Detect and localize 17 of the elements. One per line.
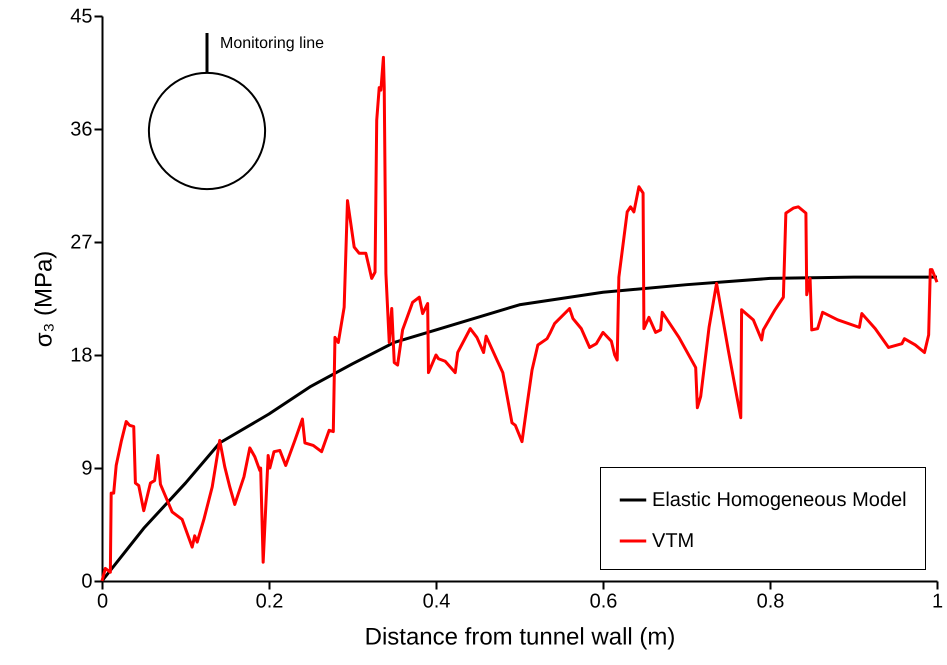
x-tick-label: 1 [932,590,944,612]
x-tick-label: 0 [96,590,108,612]
x-tick-label: 0.6 [590,590,618,612]
legend-label: Elastic Homogeneous Model [652,489,907,511]
y-tick-label: 0 [81,570,92,592]
annotation: Monitoring line [220,35,324,52]
y-tick-label: 18 [70,344,92,366]
y-tick-label: 36 [70,118,92,140]
legend-label: VTM [652,530,694,552]
y-axis-title: σ₃ (MPa) [30,250,58,348]
x-axis-title: Distance from tunnel wall (m) [364,624,676,650]
y-tick-label: 27 [70,232,92,254]
y-tick-label: 45 [70,6,92,28]
x-tick-label: 0.2 [256,590,284,612]
x-tick-label: 0.4 [422,590,450,612]
x-tick-label: 0.8 [756,590,784,612]
y-tick-label: 9 [81,458,92,480]
